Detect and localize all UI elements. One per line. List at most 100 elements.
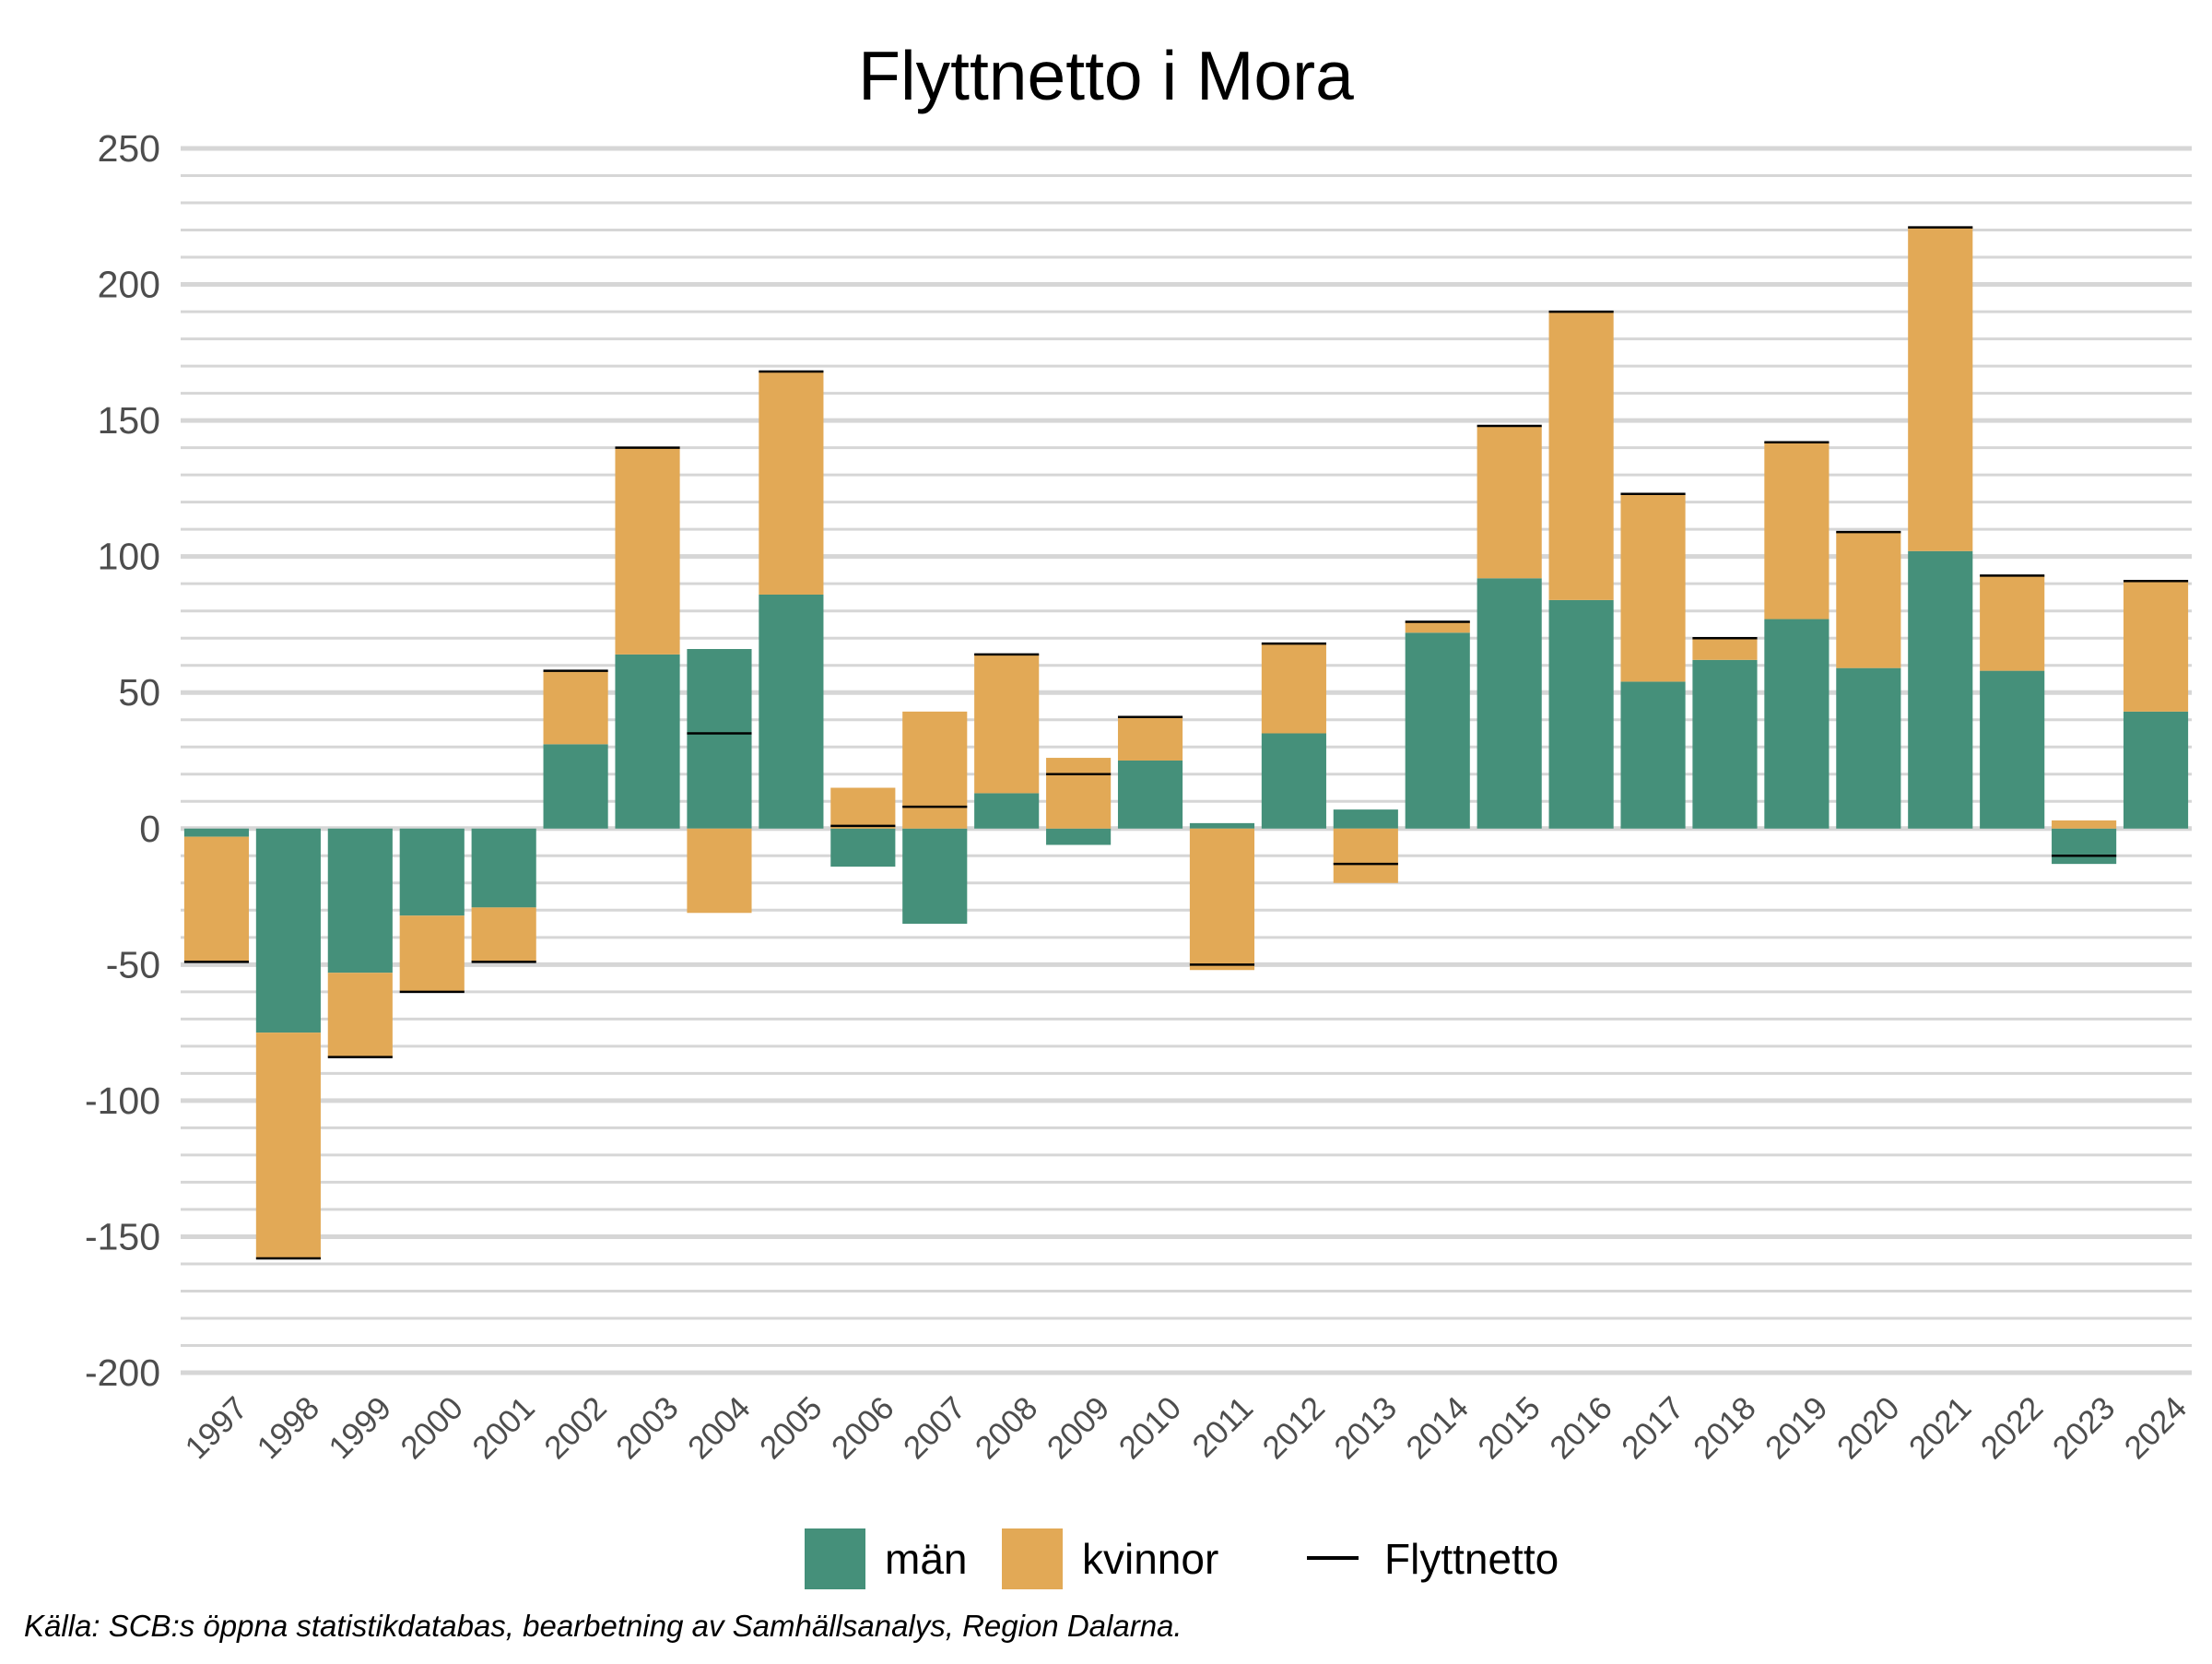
bar-kvinnor	[255, 1033, 321, 1259]
bar-kvinnor	[1477, 426, 1542, 579]
x-tick-label: 2014	[1399, 1390, 1476, 1467]
x-tick-label: 2003	[609, 1390, 686, 1467]
x-axis-ticks: 1997199819992000200120022003200420052006…	[179, 1390, 2194, 1467]
bar-kvinnor	[399, 915, 465, 992]
bar-kvinnor	[902, 711, 968, 829]
y-tick-label: -150	[85, 1215, 160, 1257]
bar-man	[759, 594, 824, 829]
bar-man	[399, 828, 465, 916]
x-tick-label: 2010	[1112, 1390, 1189, 1467]
legend-label-flyttnetto: Flyttnetto	[1384, 1535, 1559, 1583]
x-tick-label: 2018	[1687, 1390, 1763, 1467]
legend-label-kvinnor: kvinnor	[1082, 1535, 1218, 1583]
bar-man	[1764, 619, 1830, 829]
bar-kvinnor	[1980, 575, 2045, 671]
bar-kvinnor	[327, 973, 393, 1057]
bar-kvinnor	[759, 371, 824, 595]
legend-swatch-man	[805, 1528, 865, 1589]
bar-man	[1405, 632, 1470, 829]
bar-kvinnor	[1333, 828, 1398, 883]
y-tick-label: -100	[85, 1080, 160, 1122]
bar-kvinnor	[615, 447, 680, 655]
bar-kvinnor	[1117, 716, 1183, 761]
chart-title: Flyttnetto i Mora	[858, 37, 1354, 114]
x-tick-label: 2013	[1327, 1390, 1404, 1467]
bar-man	[1333, 809, 1398, 829]
bar-kvinnor	[1836, 532, 1901, 668]
bar-man	[974, 793, 1040, 829]
bar-man	[1620, 681, 1686, 829]
bar-man	[830, 828, 896, 867]
bar-kvinnor	[687, 828, 752, 914]
bar-kvinnor	[471, 907, 536, 962]
bar-man	[1836, 667, 1901, 829]
bar-man	[1117, 761, 1183, 829]
y-tick-label: 150	[98, 399, 160, 442]
x-tick-label: 2009	[1041, 1390, 1117, 1467]
bar-kvinnor	[1405, 621, 1470, 633]
bar-man	[543, 744, 608, 829]
legend-label-man: män	[885, 1535, 967, 1583]
bar-kvinnor	[1692, 638, 1758, 660]
bar-kvinnor	[1908, 227, 1973, 551]
x-tick-label: 2019	[1759, 1390, 1835, 1467]
bar-man	[2052, 828, 2117, 865]
x-tick-label: 2024	[2118, 1390, 2194, 1467]
bar-man	[1477, 578, 1542, 829]
x-tick-label: 2021	[1902, 1390, 1979, 1467]
bar-kvinnor	[1189, 828, 1255, 971]
bar-man	[1046, 828, 1112, 845]
bar-man	[183, 828, 250, 837]
bar-kvinnor	[1620, 493, 1686, 682]
bar-kvinnor	[543, 670, 608, 745]
y-tick-label: 50	[118, 671, 160, 714]
x-tick-label: 2001	[465, 1390, 542, 1467]
x-tick-label: 2022	[1974, 1390, 2051, 1467]
y-tick-label: 100	[98, 536, 160, 578]
bar-man	[471, 828, 536, 908]
bar-kvinnor	[1046, 758, 1112, 829]
bar-man	[1548, 599, 1614, 829]
x-tick-label: 2016	[1543, 1390, 1619, 1467]
y-axis-ticks: 250 200 150 100 50 0 -50 -100 -150 -200	[85, 127, 160, 1394]
bar-kvinnor	[830, 787, 896, 829]
x-tick-label: 1997	[179, 1390, 255, 1467]
bar-kvinnor	[1764, 442, 1830, 620]
bar-man	[327, 828, 393, 974]
bar-man	[902, 828, 968, 925]
bar-kvinnor	[1261, 643, 1326, 734]
bar-man	[615, 654, 680, 829]
x-tick-label: 2023	[2046, 1390, 2123, 1467]
bar-man	[1189, 822, 1255, 829]
y-tick-label: -50	[106, 943, 160, 985]
chart-caption: Källa: SCB:s öppna statistikdatabas, bea…	[24, 1609, 1182, 1643]
bar-man	[2123, 711, 2189, 829]
bar-kvinnor	[183, 836, 250, 962]
bar-man	[255, 828, 321, 1033]
y-tick-label: -200	[85, 1351, 160, 1394]
x-tick-label: 2011	[1185, 1390, 1260, 1465]
x-tick-label: 2005	[753, 1390, 830, 1467]
x-tick-label: 2012	[1255, 1390, 1332, 1467]
x-tick-label: 2004	[681, 1390, 758, 1467]
y-tick-label: 250	[98, 127, 160, 170]
x-tick-label: 1998	[250, 1390, 326, 1467]
x-tick-label: 2002	[537, 1390, 614, 1467]
x-tick-label: 2000	[394, 1390, 470, 1467]
x-tick-label: 1999	[322, 1390, 398, 1467]
x-tick-label: 2007	[897, 1390, 973, 1467]
bar-kvinnor	[974, 654, 1040, 794]
bar-man	[1692, 659, 1758, 829]
legend: män kvinnor Flyttnetto	[805, 1528, 1559, 1589]
bars	[183, 227, 2189, 1259]
x-tick-label: 2006	[825, 1390, 901, 1467]
x-tick-label: 2015	[1471, 1390, 1547, 1467]
x-tick-label: 2008	[969, 1390, 1045, 1467]
y-tick-label: 200	[98, 264, 160, 306]
y-tick-label: 0	[139, 808, 160, 850]
bar-man	[687, 649, 752, 829]
x-tick-label: 2020	[1830, 1390, 1907, 1467]
bar-man	[1908, 550, 1973, 829]
